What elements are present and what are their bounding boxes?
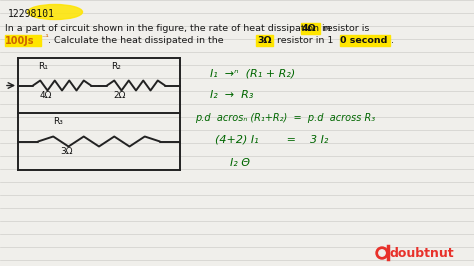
- Text: R₃: R₃: [53, 117, 63, 126]
- Text: R₂: R₂: [111, 62, 121, 71]
- Text: I₂  →  R₃: I₂ → R₃: [210, 90, 254, 100]
- Text: I₁  →ⁿ  (R₁ + R₂): I₁ →ⁿ (R₁ + R₂): [210, 68, 295, 78]
- Bar: [5, 35, 41, 46]
- Text: 3Ω: 3Ω: [60, 147, 73, 156]
- Bar: [256, 35, 273, 46]
- Circle shape: [376, 247, 388, 259]
- Text: doubtnut: doubtnut: [390, 247, 455, 260]
- Text: .: .: [391, 36, 394, 45]
- Text: 3Ω: 3Ω: [257, 36, 272, 45]
- Text: I₂ Θ: I₂ Θ: [230, 158, 250, 168]
- Text: p.d  acrosₙ (R₁+R₂)  =  p.d  across R₃: p.d acrosₙ (R₁+R₂) = p.d across R₃: [195, 113, 375, 123]
- Text: resistor is: resistor is: [320, 24, 369, 33]
- Text: In a part of circuit shown in the figure, the rate of heat dissipation in: In a part of circuit shown in the figure…: [5, 24, 334, 33]
- Text: 100Js: 100Js: [5, 36, 35, 46]
- Text: 0 second: 0 second: [340, 36, 387, 45]
- Ellipse shape: [27, 5, 82, 19]
- Text: 2Ω: 2Ω: [113, 90, 126, 99]
- Bar: [340, 35, 390, 46]
- Circle shape: [379, 250, 385, 256]
- Text: 4Ω: 4Ω: [40, 90, 52, 99]
- Text: R₁: R₁: [38, 62, 48, 71]
- Text: (4+2) I₁        =    3 I₂: (4+2) I₁ = 3 I₂: [215, 135, 328, 145]
- Text: 12298101: 12298101: [8, 9, 55, 19]
- Text: 4Ω: 4Ω: [302, 24, 317, 33]
- Text: . Calculate the heat dissipated in the: . Calculate the heat dissipated in the: [48, 36, 227, 45]
- Text: ⁻¹: ⁻¹: [41, 33, 49, 42]
- Bar: [301, 23, 320, 34]
- Text: resistor in 1: resistor in 1: [274, 36, 333, 45]
